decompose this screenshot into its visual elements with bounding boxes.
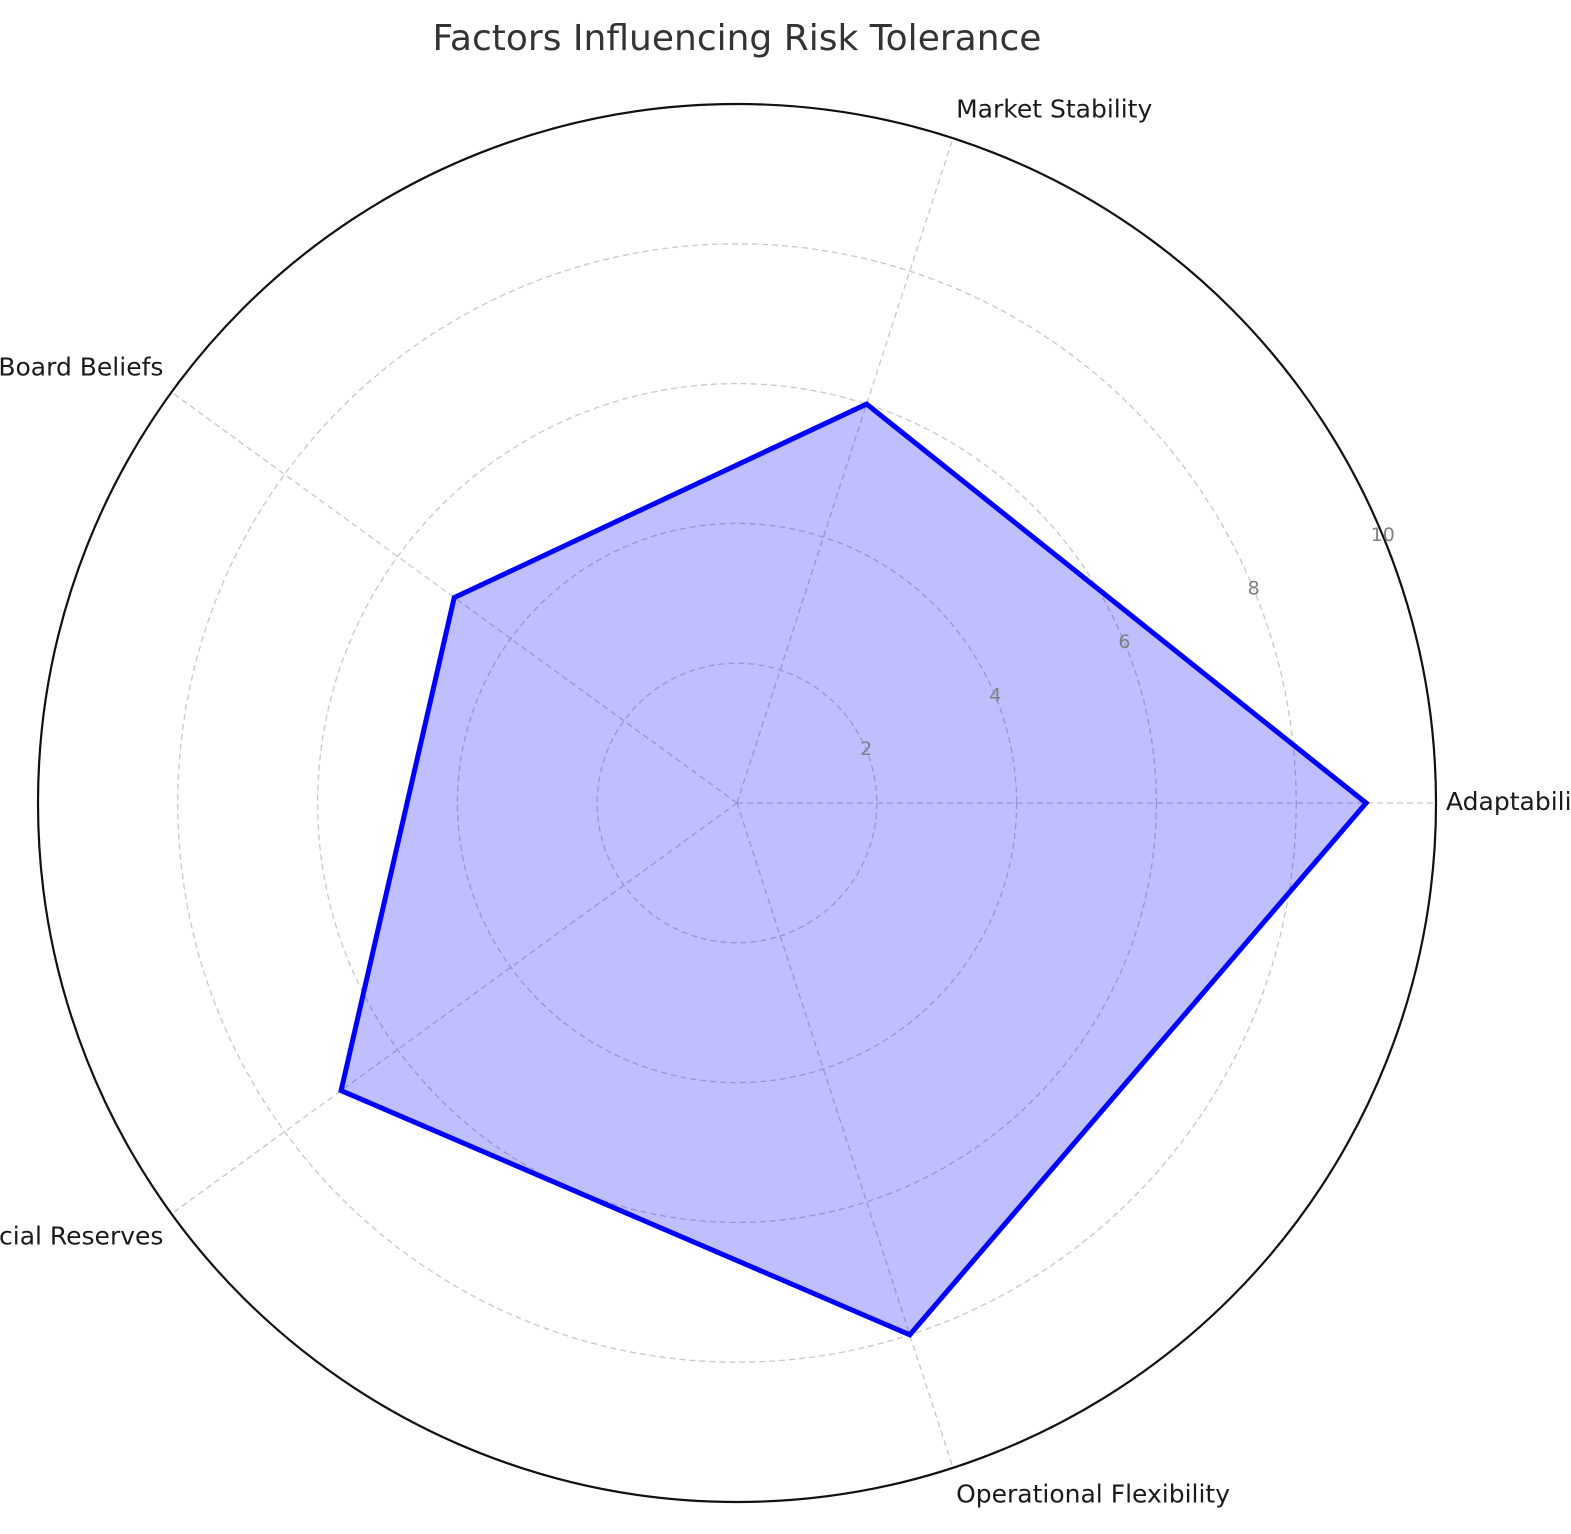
- category-label: Financial Reserves: [0, 1222, 163, 1251]
- data-layer: [338, 401, 1370, 1338]
- category-label: Adaptability: [1446, 787, 1571, 816]
- spoke-5: [736, 802, 954, 1468]
- spoke-3: [171, 391, 738, 804]
- r-tick-label: 4: [989, 685, 1001, 707]
- spoke-2: [736, 138, 954, 804]
- category-label: Board Beliefs: [0, 352, 163, 381]
- r-tick-label: 8: [1248, 578, 1260, 600]
- grid-ring-6: [316, 382, 1158, 1224]
- chart-title: Factors Influencing Risk Tolerance: [433, 18, 1042, 59]
- outer-ring: [36, 102, 1438, 1504]
- grid-layer: [36, 102, 1438, 1504]
- grid-ring-4: [456, 522, 1018, 1084]
- spoke-4: [171, 802, 738, 1215]
- category-label: Market Stability: [956, 95, 1152, 124]
- grid-ring-2: [596, 662, 878, 944]
- category-label: Operational Flexibility: [956, 1479, 1230, 1508]
- label-layer: 2 4 6 8 10 Adaptability Market Stability Board …: [0, 95, 1571, 1509]
- series-area-1: [338, 401, 1370, 1338]
- r-tick-label: 10: [1371, 524, 1395, 546]
- r-tick-label: 6: [1118, 631, 1130, 653]
- grid-ring-8: [177, 243, 1297, 1363]
- r-tick-label: 2: [860, 738, 872, 760]
